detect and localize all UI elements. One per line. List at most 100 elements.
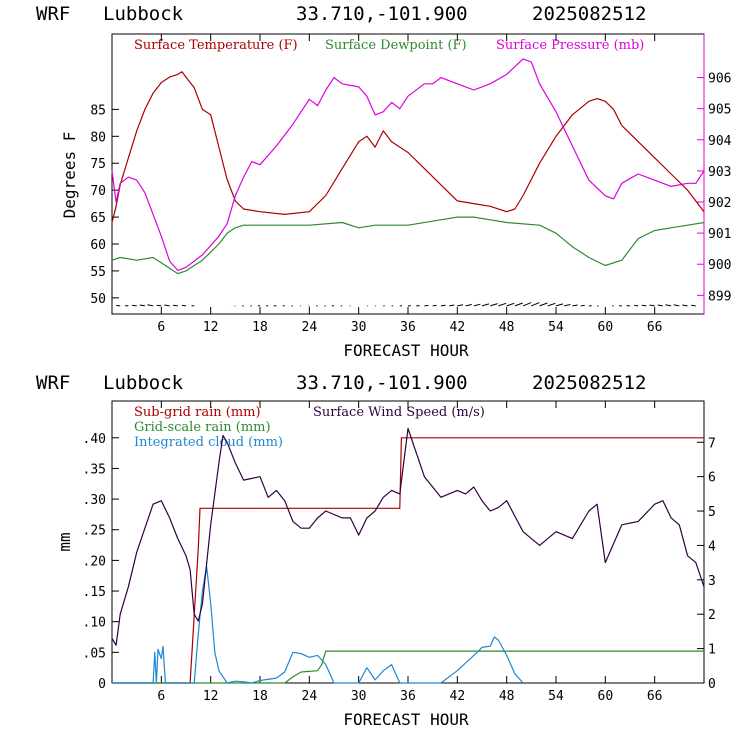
panel1-x-tick-label: 48 — [499, 320, 515, 335]
panel1-wind-barb — [691, 304, 696, 307]
panel1-wind-barb — [473, 303, 481, 307]
legend-surface-pressure: Surface Pressure (mb) — [496, 38, 644, 53]
panel2-y-tick-label: .40 — [83, 432, 106, 447]
panel1-y-tick-label: 85 — [90, 103, 106, 118]
panel1-wind-barb — [641, 304, 647, 307]
panel1-wind-barb — [649, 304, 655, 307]
panel2-x-tick-label: 18 — [252, 689, 268, 704]
panel2-x-tick-label: 30 — [351, 689, 367, 704]
panel1-wind-barb — [531, 302, 540, 307]
panel2-y-tick-label: .25 — [83, 524, 106, 539]
legend-surface-wind-speed: Surface Wind Speed (m/s) — [313, 405, 485, 420]
panel1-x-tick-label: 36 — [400, 320, 416, 335]
panel2-series-integrated-cloud-mm — [112, 565, 524, 684]
panel1-series-surface-pressure-mb — [111, 58, 705, 271]
panel2-y-tick-label: .30 — [83, 493, 106, 508]
panel1-wind-barb — [498, 302, 507, 307]
panel2-station: Lubbock — [103, 372, 184, 394]
panel1-x-tick-label: 42 — [450, 320, 466, 335]
panel2-y-tick-label: .15 — [83, 585, 106, 600]
panel1-y-tick-label: 75 — [90, 157, 106, 172]
panel1-header: WRF Lubbock 33.710,-101.900 2025082512 — [36, 3, 646, 25]
panel1-y-tick-label: 50 — [90, 292, 106, 307]
panel1-wind-barb — [139, 304, 145, 307]
panel1-wind-barb — [147, 304, 154, 307]
panel2-run: 2025082512 — [532, 372, 646, 394]
legend-integrated-cloud: Integrated cloud (mm) — [134, 435, 283, 450]
panel1-wind-barb — [457, 304, 464, 307]
panel1-y-tick-label: 65 — [90, 211, 106, 226]
panel1-y2-tick-label: 900 — [708, 258, 731, 273]
panel1-x-tick-label: 54 — [548, 320, 564, 335]
panel1-x-tick-label: 30 — [351, 320, 367, 335]
panel1-wind-barb — [572, 304, 578, 307]
panel1-wind-barb — [131, 304, 137, 307]
panel2-y-tick-label: .10 — [83, 616, 106, 631]
panel1-wind-barb — [465, 304, 472, 307]
panel1-series-surface-temperature-f — [111, 71, 705, 223]
panel2-x-tick-label: 42 — [450, 689, 466, 704]
panel1-legend: Surface Temperature (F) Surface Dewpoint… — [134, 38, 644, 53]
panel2-y-axis-label: mm — [55, 532, 74, 551]
panel1-wind-barb — [580, 304, 585, 307]
panel1-y2-tick-label: 904 — [708, 134, 732, 149]
panel2-y2-tick-label: 5 — [708, 505, 716, 520]
panel2-y-tick-label: .20 — [83, 554, 106, 569]
panel2-x-tick-label: 24 — [302, 689, 318, 704]
panel1-y-tick-label: 80 — [90, 130, 106, 145]
legend-gridscale-rain: Grid-scale rain (mm) — [134, 420, 271, 435]
panel2-x-axis-label: FORECAST HOUR — [343, 710, 469, 729]
panel1-y2-tick-label: 902 — [708, 196, 731, 211]
panel2-series-sub-grid-rain-mm — [112, 437, 704, 684]
panel1-x-tick-label: 12 — [203, 320, 219, 335]
panel1-y-axis-label: Degrees F — [60, 132, 79, 219]
panel1-x-tick-label: 60 — [598, 320, 614, 335]
panel1-location: 33.710,-101.900 — [296, 3, 468, 25]
panel2-legend: Sub-grid rain (mm) Grid-scale rain (mm) … — [134, 405, 485, 450]
panel2-location: 33.710,-101.900 — [296, 372, 468, 394]
panel1-wind-barb — [181, 304, 187, 307]
panel1-frame — [111, 33, 705, 315]
panel1-wind-barb — [116, 304, 121, 307]
panel1-wind-barb — [657, 304, 663, 307]
panel1-wind-barb — [665, 304, 672, 307]
panel1-model: WRF — [36, 3, 70, 25]
panel1-wind-barb — [564, 304, 571, 307]
panel1-series-surface-dewpoint-f — [111, 216, 705, 275]
chart-marks: 6 12 18 24 30 36 42 48 54 60 665055606570758085899… — [83, 34, 732, 704]
legend-surface-temperature: Surface Temperature (F) — [134, 38, 298, 53]
panel2-y2-tick-label: 4 — [708, 539, 716, 554]
panel1-wind-barb — [449, 304, 455, 307]
panel2-y2-tick-label: 7 — [708, 436, 716, 451]
panel1-wind-barb — [555, 303, 564, 307]
panel1-y2-tick-label: 899 — [708, 289, 731, 304]
panel1-wind-barb — [673, 304, 680, 307]
panel1-wind-barb — [481, 303, 490, 307]
panel1-y2-tick-label: 905 — [708, 103, 731, 118]
panel2-x-tick-label: 66 — [647, 689, 663, 704]
panel2-model: WRF — [36, 372, 70, 394]
panel2-y2-tick-label: 2 — [708, 608, 716, 623]
panel2-y2-tick-label: 1 — [708, 643, 716, 658]
panel1-wind-barb — [539, 302, 548, 307]
panel1-wind-barb — [164, 304, 170, 307]
panel1-y2-tick-label: 906 — [708, 72, 731, 87]
panel2-y-tick-label: .05 — [83, 646, 106, 661]
panel2-y-tick-label: .35 — [83, 462, 106, 477]
panel1-wind-barb — [506, 302, 515, 307]
panel1-run: 2025082512 — [532, 3, 646, 25]
panel2-x-tick-label: 12 — [203, 689, 219, 704]
panel1-wind-barb — [522, 302, 532, 307]
panel2-y2-tick-label: 6 — [708, 471, 716, 486]
panel1-station: Lubbock — [103, 3, 184, 25]
panel1-wind-barb — [432, 304, 437, 307]
legend-subgrid-rain: Sub-grid rain (mm) — [134, 405, 261, 420]
panel2-y-tick-label: 0 — [98, 677, 106, 692]
panel1-x-tick-label: 24 — [302, 320, 318, 335]
panel1-y2-tick-label: 901 — [708, 227, 731, 242]
panel2-x-tick-label: 36 — [400, 689, 416, 704]
panel1-x-tick-label: 66 — [647, 320, 663, 335]
panel1-wind-barb — [424, 304, 429, 307]
panel2-x-tick-label: 54 — [548, 689, 564, 704]
